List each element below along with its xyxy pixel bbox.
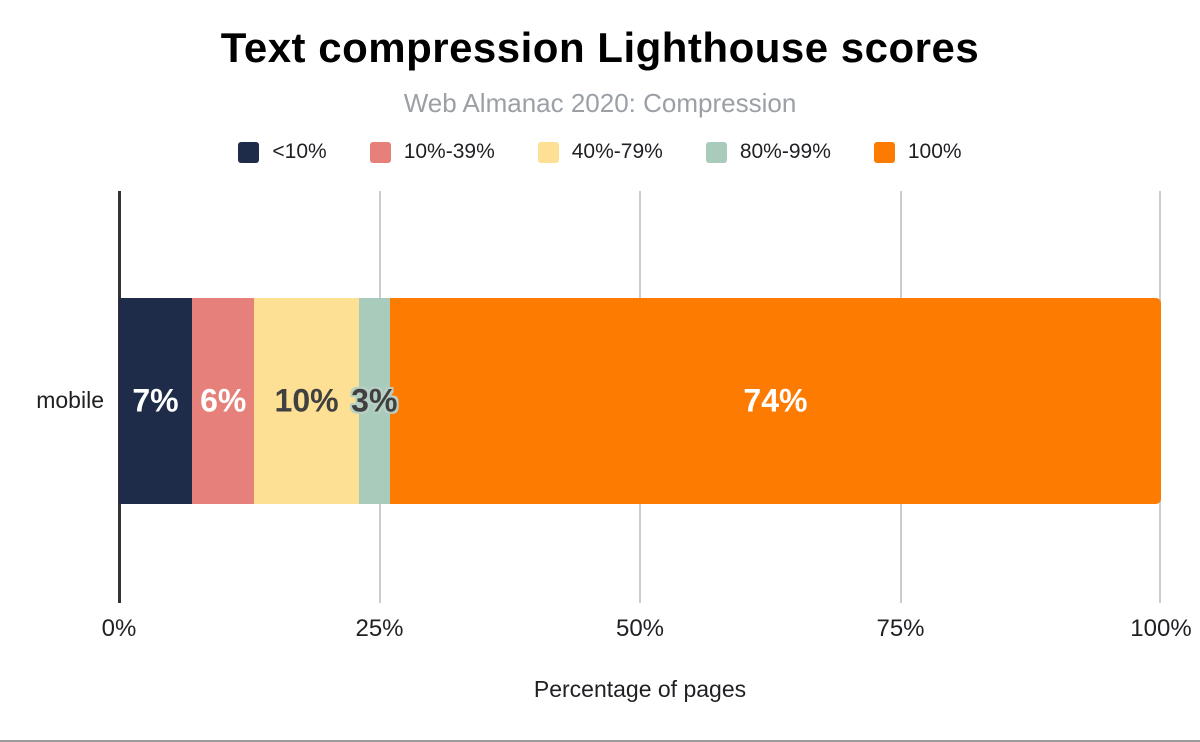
bar-segment[interactable]: 7% xyxy=(119,298,192,504)
x-axis-title: Percentage of pages xyxy=(533,676,747,702)
x-tick-label: 100% xyxy=(1130,615,1192,642)
legend-item[interactable]: 10%-39% xyxy=(369,140,495,164)
legend: <10% 10%-39% 40%-79% 80%-99% 100% xyxy=(0,140,1200,164)
bar-segment-label: 7% xyxy=(132,382,179,419)
x-axis-ticks: 0% 25% 50% 75% 100% xyxy=(102,615,1192,645)
y-category-label: mobile xyxy=(36,387,104,413)
legend-swatch xyxy=(238,141,260,163)
chart-subtitle: Web Almanac 2020: Compression xyxy=(403,88,797,118)
legend-label: <10% xyxy=(272,140,327,163)
legend-item[interactable]: 40%-79% xyxy=(537,140,663,164)
bar-segment[interactable]: 3% xyxy=(351,298,397,504)
legend-swatch xyxy=(873,141,895,163)
x-tick-label: 25% xyxy=(355,615,404,642)
bar-segment-label: 6% xyxy=(200,382,247,419)
legend-swatch xyxy=(705,141,727,163)
legend-label: 100% xyxy=(907,140,962,163)
legend-label: 80%-99% xyxy=(739,140,831,163)
legend-swatch xyxy=(369,141,391,163)
bar-segment-label: 74% xyxy=(743,382,808,419)
bar-segment[interactable]: 6% xyxy=(191,298,255,504)
bar-segment[interactable]: 10% xyxy=(254,298,359,504)
legend-label: 10%-39% xyxy=(403,140,495,163)
bar-segment-label: 3% xyxy=(351,382,398,419)
legend-item[interactable]: 80%-99% xyxy=(705,140,831,164)
legend-item[interactable]: 100% xyxy=(873,140,962,164)
x-tick-label: 50% xyxy=(615,615,665,642)
chart-title: Text compression Lighthouse scores xyxy=(220,24,980,71)
legend-label: 40%-79% xyxy=(571,140,663,163)
bar-segment[interactable]: 74% xyxy=(389,298,1161,504)
x-tick-label: 0% xyxy=(101,615,137,642)
plot-area: 7% 6% 10% 3% 74% xyxy=(118,191,1161,603)
x-tick-label: 75% xyxy=(876,615,925,642)
legend-item[interactable]: <10% xyxy=(238,140,327,164)
bar-segment-label: 10% xyxy=(274,382,339,419)
legend-swatch xyxy=(537,141,559,163)
stacked-bar: 7% 6% 10% 3% 74% xyxy=(119,298,1161,504)
